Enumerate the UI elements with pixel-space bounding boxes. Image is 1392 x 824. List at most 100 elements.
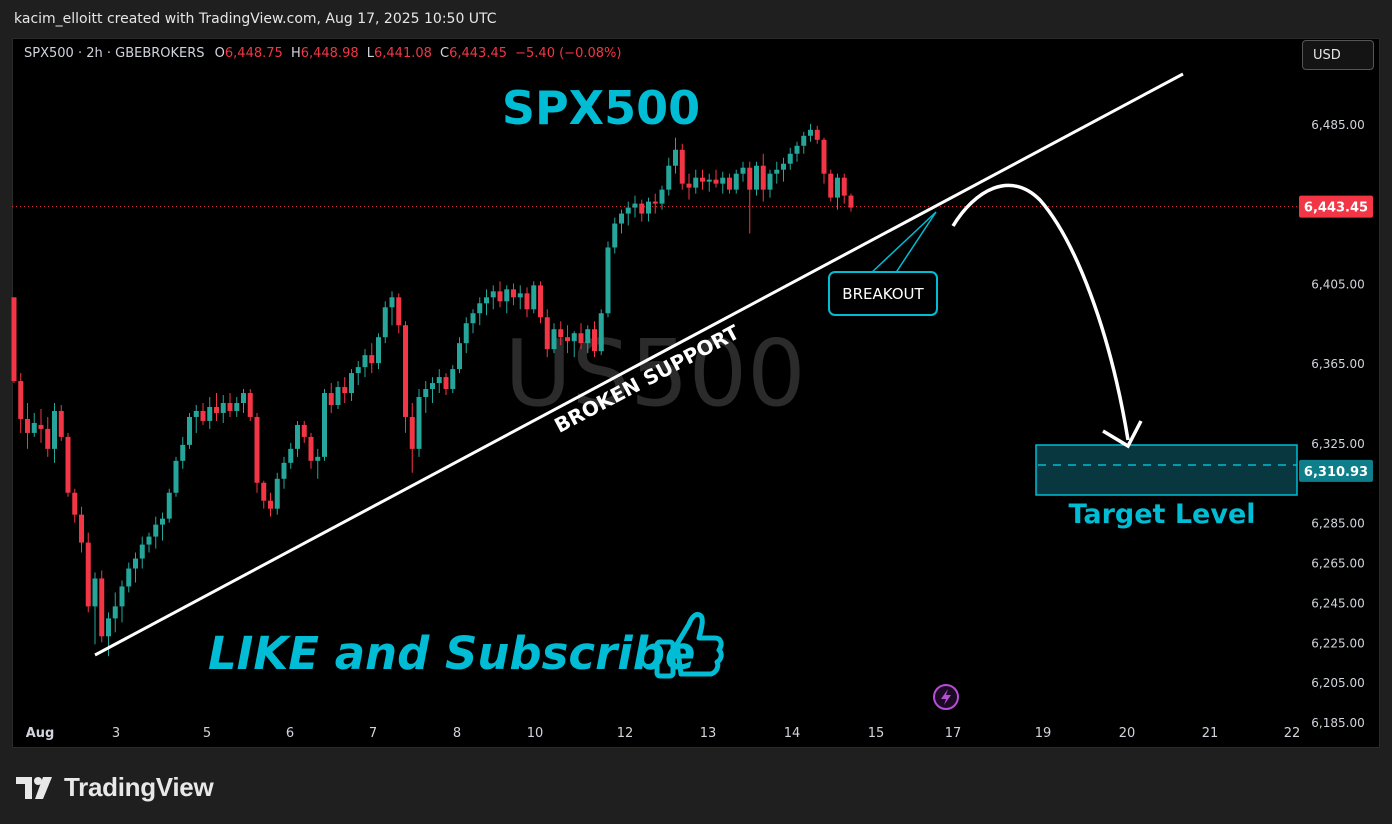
candle [625,201,631,226]
candle [261,480,267,509]
candle-body [490,291,496,298]
candle-body [389,297,395,308]
footer-bar [0,750,1392,824]
candle [355,361,361,386]
candle [612,217,618,254]
candle [632,195,638,218]
candle-body [727,177,732,190]
candle-body [416,397,422,449]
candle-body [821,139,827,174]
candle-body [315,456,321,461]
candle-body [605,247,611,314]
candle-body [544,317,550,350]
time-axis[interactable]: Aug 3 5 6 7 8 10 12 13 14 15 17 19 20 21 22 [26,726,1301,741]
candle-body [308,436,314,461]
candle-body [187,416,192,445]
candle-body [754,165,759,190]
candle-body [700,177,705,182]
candle-body [457,343,462,370]
candle-body [328,393,334,405]
candle-body [625,207,631,214]
candle [450,365,456,394]
candle-body [382,307,388,338]
candle [531,281,537,314]
candle [457,337,462,374]
time-tick-label: 17 [945,726,962,741]
candle-body [207,406,213,421]
last-price-badge-text: 6,443.45 [1304,201,1368,216]
candle-body [112,606,118,619]
candle-body [58,410,64,437]
candle [754,161,759,196]
legend-symbol: SPX500 · 2h · GBEBROKERS [24,46,205,61]
candle-body [45,428,51,449]
candle [79,506,84,553]
candle-body [52,410,57,449]
legend-open-label: O [214,46,225,61]
time-tick-label: 13 [700,726,717,741]
candle-body [355,367,361,374]
candle-body [673,149,678,166]
price-axis[interactable]: 6,485.00 6,405.00 6,365.00 6,325.00 6,285.00… [1311,118,1364,730]
candle-body [362,355,368,368]
candle-body [767,173,773,190]
candle [436,369,442,394]
candle-body [220,403,226,413]
candle [430,377,435,403]
candle-body [808,129,813,136]
candle-body [686,183,692,188]
price-tick-label: 6,245.00 [1311,596,1364,610]
lightning-icon[interactable] [933,684,959,710]
candlestick-series [11,123,854,657]
time-tick-label: 14 [784,726,801,741]
candle-body [376,337,381,364]
candle [747,161,753,234]
candle-body [72,492,78,515]
price-tick-label: 6,405.00 [1311,277,1364,291]
candle [706,173,712,192]
candle [234,397,240,417]
candle-body [409,416,415,449]
candle [126,562,132,593]
candle [85,532,91,613]
candle [52,403,57,463]
candle [295,420,300,457]
candle [308,432,314,469]
candle-body [133,558,138,569]
candle [652,193,658,214]
price-tick-label: 6,485.00 [1311,118,1364,132]
candle-body [801,135,807,146]
candle [92,572,98,645]
chart-pane[interactable] [12,38,1380,748]
candle-body [814,129,820,140]
candle-body [166,492,172,519]
candle-body [551,329,557,350]
tradingview-brand[interactable]: TradingView [16,772,214,803]
candle [409,403,415,473]
tradingview-logo-icon [16,775,56,801]
last-price-badge: 6,443.45 [1299,195,1373,218]
target-zone [1035,444,1298,496]
candle-body [774,169,780,174]
candle-body [234,403,240,411]
candle [160,512,165,541]
legend-change: −5.40 (−0.08%) [515,46,622,61]
candle [396,293,402,334]
support-trendline[interactable] [94,72,1184,657]
candle [268,492,273,517]
candle [281,456,287,489]
candle [592,321,597,358]
candle-body [666,165,672,190]
candle [200,403,206,425]
currency-selector[interactable]: USD [1302,40,1374,70]
candle-body [511,289,516,298]
candle-body [484,297,489,304]
candle-body [450,369,456,390]
candle-body [781,163,786,170]
legend-high-value: 6,448.98 [300,46,359,61]
candle [369,343,375,374]
candle-body [835,177,840,198]
candle [443,373,449,396]
candle [740,161,746,182]
